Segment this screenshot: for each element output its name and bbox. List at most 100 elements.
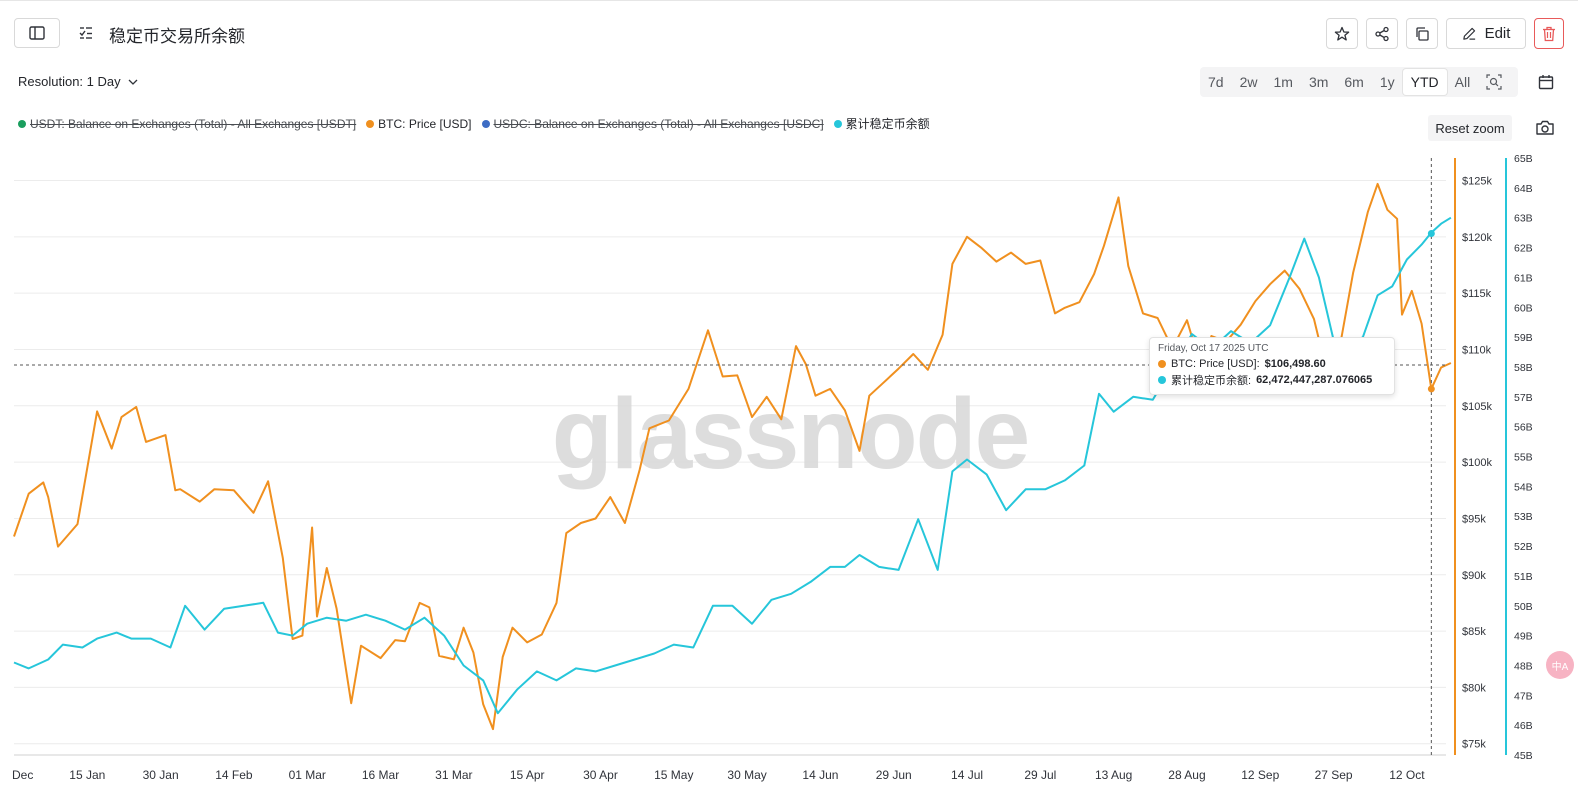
range-ytd[interactable]: YTD xyxy=(1402,69,1447,95)
stablecoin-axis-tick-label: 49B xyxy=(1514,631,1533,643)
stablecoin-balance-line xyxy=(13,216,1452,715)
legend-label: BTC: Price [USD] xyxy=(378,116,472,131)
stablecoin-axis-tick-label: 59B xyxy=(1514,332,1533,344)
calendar-icon xyxy=(1538,75,1554,90)
sidebar-toggle-button[interactable] xyxy=(14,18,60,48)
legend-dot xyxy=(18,119,26,128)
tooltip-row-stablecoin: 累计稳定币余额: 62,472,447,287.076065 xyxy=(1158,372,1386,388)
delete-button[interactable] xyxy=(1534,18,1564,49)
legend-item-usdt[interactable]: USDT: Balance on Exchanges (Total) - All… xyxy=(18,117,356,131)
btc-axis-tick-label: $105k xyxy=(1462,401,1492,413)
x-axis-tick-label: 28 Aug xyxy=(1168,768,1205,782)
legend-dot xyxy=(481,119,490,128)
stablecoin-axis-tick-label: 64B xyxy=(1514,183,1533,195)
stablecoin-axis-tick-label: 55B xyxy=(1514,452,1533,464)
legend-dot xyxy=(833,119,842,128)
stablecoin-axis-tick-label: 65B xyxy=(1514,153,1533,165)
tooltip-row-btc: BTC: Price [USD]: $106,498.60 xyxy=(1158,358,1386,370)
y-axis-btc: $75k $80k $85k $90k $95k $100k $105k $110k $115k… xyxy=(1454,158,1492,755)
copy-icon xyxy=(1416,26,1429,41)
btc-price-line xyxy=(13,182,1452,731)
x-axis-tick-label: 15 May xyxy=(654,768,693,782)
pencil-icon xyxy=(1462,27,1475,40)
tooltip-dot xyxy=(1158,360,1166,368)
chevron-down-icon xyxy=(128,79,138,85)
stablecoin-axis-tick-label: 57B xyxy=(1514,392,1533,404)
stablecoin-axis-tick-label: 56B xyxy=(1514,422,1533,434)
legend-item-usdc[interactable]: USDC: Balance on Exchanges (Total) - All… xyxy=(481,117,824,131)
x-axis-tick-label: 30 May xyxy=(727,768,766,782)
x-axis-tick-label: Dec xyxy=(12,768,33,782)
reset-zoom-button[interactable]: Reset zoom xyxy=(1428,115,1512,141)
tooltip-date: Friday, Oct 17 2025 UTC xyxy=(1158,343,1269,354)
x-axis-tick-label: 14 Feb xyxy=(215,768,253,782)
chart-legend: USDT: Balance on Exchanges (Total) - All… xyxy=(18,115,930,132)
btc-axis-tick-label: $80k xyxy=(1462,682,1486,694)
duplicate-button[interactable] xyxy=(1406,18,1438,49)
tooltip-dot xyxy=(1158,376,1166,384)
calendar-button[interactable] xyxy=(1530,67,1562,97)
stablecoin-axis-tick-label: 58B xyxy=(1514,362,1533,374)
page-title: 稳定币交易所余额 xyxy=(109,27,245,46)
btc-axis-tick-label: $120k xyxy=(1462,232,1492,244)
watermark: glassnode xyxy=(552,378,1029,490)
range-3m[interactable]: 3m xyxy=(1308,74,1329,90)
btc-axis-tick-label: $125k xyxy=(1462,176,1492,188)
range-6m[interactable]: 6m xyxy=(1344,74,1364,90)
tooltip-label: BTC: Price [USD]: xyxy=(1171,358,1260,370)
x-axis-tick-label: 12 Sep xyxy=(1241,768,1279,782)
time-range-selector: 7d 2w 1m 3m 6m 1y YTD All xyxy=(1200,67,1518,97)
x-axis-tick-label: 14 Jun xyxy=(802,768,838,782)
stablecoin-axis-tick-label: 51B xyxy=(1514,571,1533,583)
stablecoin-axis-tick-label: 63B xyxy=(1514,213,1533,225)
x-axis-tick-label: 13 Aug xyxy=(1095,768,1132,782)
stablecoin-axis-tick-label: 52B xyxy=(1514,541,1533,553)
tooltip-value: $106,498.60 xyxy=(1264,358,1326,370)
x-axis-tick-label: 01 Mar xyxy=(289,768,326,782)
edit-button[interactable]: Edit xyxy=(1446,18,1526,49)
share-icon xyxy=(1375,26,1389,41)
x-axis-tick-label: 16 Mar xyxy=(362,768,399,782)
range-2w[interactable]: 2w xyxy=(1239,74,1258,90)
btc-axis-tick-label: $115k xyxy=(1462,288,1492,300)
range-1y[interactable]: 1y xyxy=(1379,74,1395,90)
top-divider xyxy=(0,0,1578,1)
edit-label: Edit xyxy=(1484,25,1511,42)
share-button[interactable] xyxy=(1366,18,1398,49)
btc-axis-tick-label: $75k xyxy=(1462,739,1486,751)
x-axis-tick-label: 30 Jan xyxy=(143,768,179,782)
checklist-icon[interactable] xyxy=(78,25,94,41)
range-7d[interactable]: 7d xyxy=(1208,74,1224,90)
x-axis-tick-label: 27 Sep xyxy=(1315,768,1353,782)
stablecoin-axis-tick-label: 62B xyxy=(1514,243,1533,255)
btc-axis-tick-label: $90k xyxy=(1462,570,1486,582)
x-axis-tick-label: 29 Jun xyxy=(876,768,912,782)
btc-axis-tick-label: $110k xyxy=(1462,344,1492,356)
stablecoin-axis-tick-label: 45B xyxy=(1514,750,1533,762)
crosshair xyxy=(14,158,1446,755)
range-all[interactable]: All xyxy=(1454,74,1471,90)
stablecoin-axis-tick-label: 48B xyxy=(1514,660,1533,672)
y-axis-stablecoin: 45B 46B 47B 48B 49B 50B 51B 52B 53B 54B 55B 56B 57B 5… xyxy=(1505,153,1533,762)
zoom-select-button[interactable] xyxy=(1482,69,1506,95)
sidebar-panel-icon xyxy=(29,26,45,40)
btc-axis-tick-label: $95k xyxy=(1462,513,1486,525)
translate-badge[interactable]: 中A xyxy=(1546,651,1574,679)
favorite-button[interactable] xyxy=(1326,18,1358,49)
x-axis-tick-label: 15 Jan xyxy=(69,768,105,782)
legend-item-btc-price[interactable]: BTC: Price [USD] xyxy=(366,116,472,131)
x-axis-tick-label: 30 Apr xyxy=(583,768,618,782)
legend-item-stablecoin-total[interactable]: 累计稳定币余额 xyxy=(833,115,930,132)
resolution-label: Resolution: 1 Day xyxy=(18,74,121,89)
stablecoin-axis-tick-label: 50B xyxy=(1514,601,1533,613)
btc-axis-tick-label: $85k xyxy=(1462,626,1486,638)
legend-label: USDT: Balance on Exchanges (Total) - All… xyxy=(30,116,357,131)
range-1m[interactable]: 1m xyxy=(1273,74,1293,90)
stablecoin-axis-tick-label: 61B xyxy=(1514,272,1533,284)
zoom-select-icon xyxy=(1486,74,1502,90)
btc-axis-tick-label: $100k xyxy=(1462,457,1492,469)
x-axis-tick-label: 29 Jul xyxy=(1024,768,1056,782)
camera-icon[interactable] xyxy=(1534,118,1556,138)
resolution-dropdown[interactable]: Resolution: 1 Day xyxy=(18,74,139,89)
